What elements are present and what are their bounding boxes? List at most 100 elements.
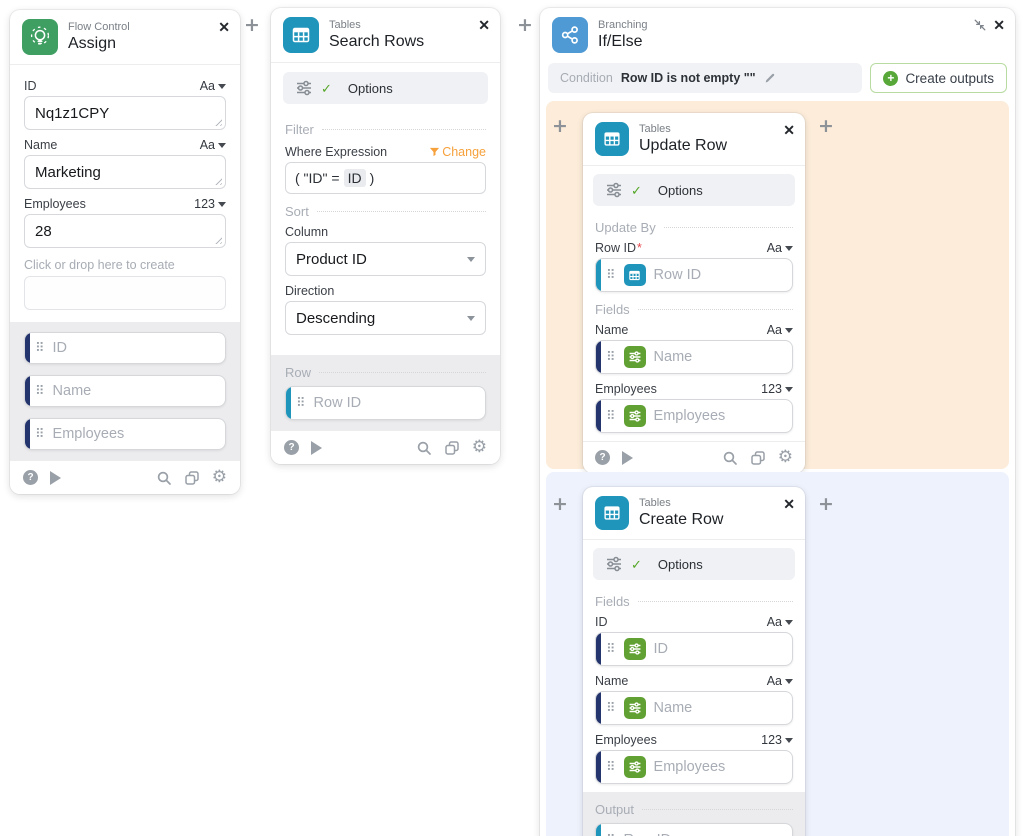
resize-handle-icon[interactable] [213, 235, 222, 244]
duplicate-icon[interactable] [750, 450, 766, 466]
column-select[interactable]: Product ID [285, 242, 486, 276]
gear-icon[interactable]: ⚙ [777, 447, 793, 467]
app-name: Tables [329, 18, 361, 31]
output-chip-employees[interactable]: ⠿ Employees [24, 418, 226, 450]
check-icon: ✓ [631, 556, 642, 572]
run-step-icon[interactable] [50, 470, 61, 485]
app-name: Tables [639, 496, 671, 509]
run-step-icon[interactable] [622, 450, 633, 465]
drag-handle-icon[interactable]: ⠿ [296, 395, 306, 411]
app-name: Tables [639, 122, 671, 135]
drag-handle-icon[interactable]: ⠿ [35, 383, 45, 399]
add-step-button[interactable]: + [552, 115, 568, 137]
edit-pencil-icon[interactable] [764, 72, 776, 84]
run-step-icon[interactable] [311, 440, 322, 455]
row-id-mapping-field[interactable]: ⠿ Row ID [595, 258, 793, 292]
resize-handle-icon[interactable] [213, 176, 222, 185]
output-chip-id[interactable]: ⠿ ID [24, 332, 226, 364]
search-icon[interactable] [722, 450, 738, 466]
gear-icon[interactable]: ⚙ [211, 467, 227, 487]
close-icon[interactable]: ✕ [218, 19, 230, 35]
options-label: Options [657, 556, 703, 572]
employees-field[interactable]: 28 [24, 214, 226, 248]
duplicate-icon[interactable] [444, 440, 460, 456]
options-bar[interactable]: ✓ Options [593, 548, 795, 580]
chip-label: Name [653, 700, 693, 716]
create-outputs-button[interactable]: + Create outputs [870, 63, 1007, 93]
chevron-down-icon [785, 737, 793, 743]
field-value: Nq1z1CPY [35, 104, 110, 122]
card-footer: ? ⚙ [271, 430, 500, 464]
field-type-selector[interactable]: Aa [767, 615, 793, 629]
search-rows-card: Tables Search Rows ✕ ✓ Options Filter Wh… [271, 8, 500, 464]
chip-label: ID [653, 641, 669, 657]
field-type-selector[interactable]: 123 [194, 197, 226, 211]
expression-token[interactable]: ID [343, 169, 366, 187]
drag-handle-icon[interactable]: ⠿ [606, 834, 616, 836]
id-mapping-field[interactable]: ⠿ ID [595, 632, 793, 666]
field-type-selector[interactable]: 123 [761, 382, 793, 396]
add-step-button[interactable]: + [244, 14, 260, 36]
drag-handle-icon[interactable]: ⠿ [606, 759, 616, 775]
chevron-down-icon [785, 678, 793, 684]
chip-label: Name [52, 383, 92, 399]
employees-mapping-field[interactable]: ⠿ Employees [595, 399, 793, 433]
add-step-button[interactable]: + [517, 14, 533, 36]
field-type-selector[interactable]: Aa [767, 241, 793, 255]
help-icon[interactable]: ? [284, 440, 299, 455]
collapse-icon[interactable] [973, 18, 987, 32]
field-type-selector[interactable]: Aa [767, 323, 793, 337]
table-icon [595, 122, 629, 156]
duplicate-icon[interactable] [184, 470, 200, 486]
id-field[interactable]: Nq1z1CPY [24, 96, 226, 130]
drag-handle-icon[interactable]: ⠿ [606, 641, 616, 657]
drag-handle-icon[interactable]: ⠿ [606, 267, 616, 283]
options-bar[interactable]: ✓ Options [283, 72, 488, 104]
close-icon[interactable]: ✕ [783, 496, 795, 512]
help-icon[interactable]: ? [595, 450, 610, 465]
output-chip-name[interactable]: ⠿ Name [24, 375, 226, 407]
row-id-output-chip[interactable]: ⠿ Row ID [285, 386, 486, 420]
employees-mapping-field[interactable]: ⠿ Employees [595, 750, 793, 784]
close-icon[interactable]: ✕ [783, 122, 795, 138]
drag-handle-icon[interactable]: ⠿ [35, 426, 45, 442]
name-field[interactable]: Marketing [24, 155, 226, 189]
drag-handle-icon[interactable]: ⠿ [606, 700, 616, 716]
name-mapping-field[interactable]: ⠿ Name [595, 691, 793, 725]
where-expression-label: Where Expression [285, 145, 388, 159]
where-expression-input[interactable]: ( "ID" = ID ) [285, 162, 486, 194]
close-icon[interactable]: ✕ [993, 17, 1005, 33]
plus-circle-icon: + [883, 70, 899, 86]
expression-text: ) [369, 170, 375, 186]
field-type-selector[interactable]: Aa [200, 138, 226, 152]
add-step-button[interactable]: + [818, 493, 834, 515]
row-id-label: Row ID* [595, 241, 642, 255]
add-step-button[interactable]: + [552, 493, 568, 515]
resize-handle-icon[interactable] [213, 117, 222, 126]
options-bar[interactable]: ✓ Options [593, 174, 795, 206]
drag-handle-icon[interactable]: ⠿ [35, 340, 45, 356]
new-field-dropzone[interactable] [24, 276, 226, 310]
table-icon [283, 17, 319, 53]
field-type-selector[interactable]: 123 [761, 733, 793, 747]
table-icon [595, 496, 629, 530]
condition-bar[interactable]: Condition Row ID is not empty "" [548, 63, 863, 93]
gear-icon[interactable]: ⚙ [471, 437, 487, 457]
section-label-text: Row [285, 365, 312, 380]
field-type-selector[interactable]: Aa [767, 674, 793, 688]
change-filter-button[interactable]: Change [429, 145, 486, 159]
drag-handle-icon[interactable]: ⠿ [606, 349, 616, 365]
assign-fields: ID Aa Nq1z1CPY Name Aa Marketing [10, 65, 240, 322]
search-icon[interactable] [156, 470, 172, 486]
help-icon[interactable]: ? [23, 470, 38, 485]
add-step-button[interactable]: + [818, 115, 834, 137]
name-mapping-field[interactable]: ⠿ Name [595, 340, 793, 374]
field-type-value: 123 [761, 382, 782, 396]
update-row-fields: Update By Row ID* Aa ⠿ [583, 208, 805, 441]
field-type-selector[interactable]: Aa [200, 79, 226, 93]
direction-select[interactable]: Descending [285, 301, 486, 335]
row-id-output-chip[interactable]: ⠿ Row ID [595, 823, 793, 836]
close-icon[interactable]: ✕ [478, 17, 490, 33]
search-icon[interactable] [416, 440, 432, 456]
drag-handle-icon[interactable]: ⠿ [606, 408, 616, 424]
